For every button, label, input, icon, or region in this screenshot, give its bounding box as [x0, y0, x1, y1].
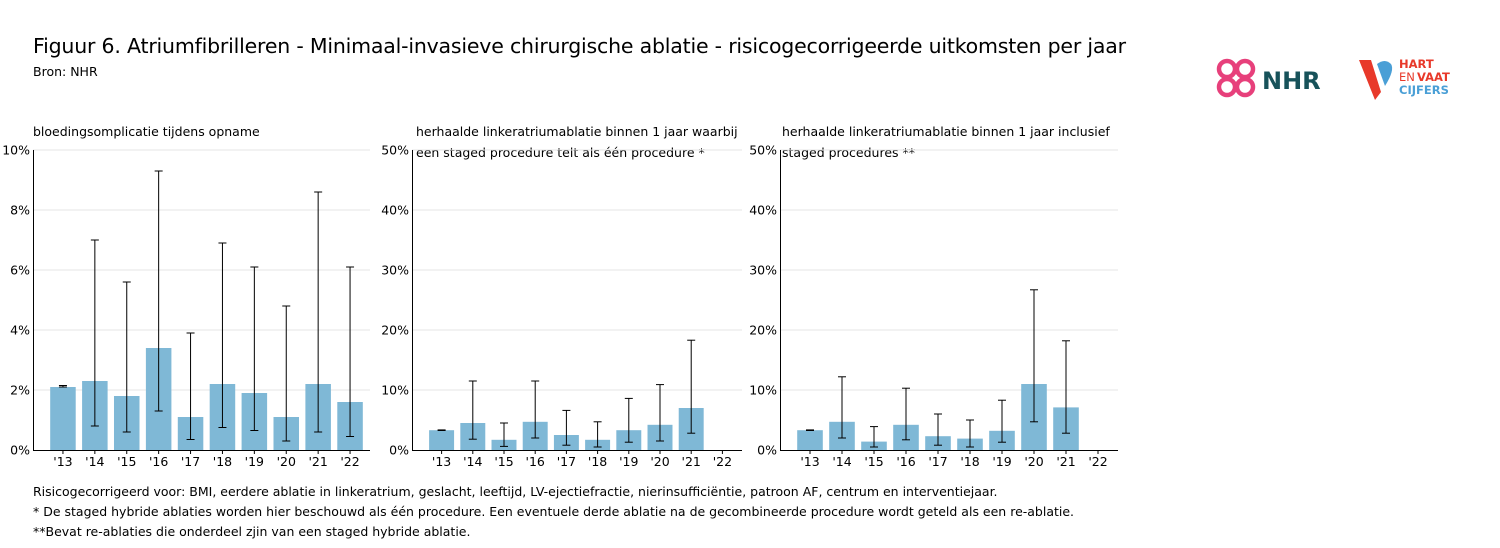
- panel-3-title: herhaalde linkeratriumablatie binnen 1 j…: [782, 121, 1122, 163]
- x-tick-label: '15: [117, 454, 136, 469]
- x-tick-label: '16: [526, 454, 545, 469]
- y-tick-label: 0%: [389, 443, 409, 458]
- x-tick-label: '19: [245, 454, 264, 469]
- y-tick-label: 30%: [381, 263, 409, 278]
- x-tick-label: '15: [494, 454, 513, 469]
- x-tick-label: '22: [713, 454, 732, 469]
- y-tick-label: 20%: [749, 323, 777, 338]
- chart-bleeding: 0% 2% 4% 6% 8% 10% '13 '14 '15 '16 '17 '18 '19 '20 '21…: [2, 143, 370, 469]
- figure-title: Figuur 6. Atriumfibrilleren - Minimaal-i…: [33, 34, 1126, 58]
- x-tick-label: '21: [1056, 454, 1075, 469]
- nhr-logo: NHR: [1216, 58, 1321, 98]
- y-tick-label: 0%: [10, 443, 30, 458]
- y-tick-label: 20%: [381, 323, 409, 338]
- y-tick-label: 10%: [2, 143, 30, 158]
- y-tick-label: 30%: [749, 263, 777, 278]
- footnotes: Risicogecorrigeerd voor: BMI, eerdere ab…: [33, 482, 1074, 542]
- x-tick-label: '14: [832, 454, 851, 469]
- y-tick-label: 40%: [381, 203, 409, 218]
- footnote-risk-adjustment: Risicogecorrigeerd voor: BMI, eerdere ab…: [33, 484, 998, 499]
- x-tick-label: '13: [432, 454, 451, 469]
- x-tick-label: '19: [619, 454, 638, 469]
- y-tick-label: 50%: [381, 143, 409, 158]
- nhr-logo-text: NHR: [1262, 67, 1321, 95]
- y-tick-label: 2%: [10, 383, 30, 398]
- x-tick-label: '20: [650, 454, 669, 469]
- x-tick-label: '20: [277, 454, 296, 469]
- footnote-reablations: **Bevat re-ablaties die onderdeel zjin v…: [33, 524, 471, 539]
- x-tick-label: '16: [896, 454, 915, 469]
- x-tick-label: '14: [463, 454, 482, 469]
- x-tick-label: '18: [588, 454, 607, 469]
- hartenvaat-logo-vaat: VAAT: [1417, 70, 1450, 84]
- hartenvaat-logo-mark-red: [1359, 60, 1381, 100]
- bar: [797, 430, 823, 450]
- panel-1-title: bloedingsomplicatie tijdens opname: [33, 121, 373, 142]
- y-tick-label: 40%: [749, 203, 777, 218]
- panel-2-title: herhaalde linkeratriumablatie binnen 1 j…: [416, 121, 756, 163]
- bar: [429, 430, 455, 450]
- panel-2-title-line-1: herhaalde linkeratriumablatie binnen 1 j…: [416, 124, 738, 139]
- x-tick-label: '13: [800, 454, 819, 469]
- hartenvaat-logo-cijfers: CIJFERS: [1399, 83, 1449, 97]
- x-tick-label: '22: [340, 454, 359, 469]
- panel-3-title-line-1: herhaalde linkeratriumablatie binnen 1 j…: [782, 124, 1110, 139]
- x-tick-label: '17: [557, 454, 576, 469]
- hartenvaat-logo: HART EN VAAT CIJFERS: [1359, 57, 1450, 100]
- x-tick-label: '21: [308, 454, 327, 469]
- nhr-logo-mark: [1216, 58, 1256, 98]
- x-tick-label: '22: [1088, 454, 1107, 469]
- x-tick-label: '19: [992, 454, 1011, 469]
- figure-source: Bron: NHR: [33, 64, 98, 79]
- bar: [50, 387, 76, 450]
- x-tick-label: '15: [864, 454, 883, 469]
- y-tick-label: 10%: [749, 383, 777, 398]
- panel-3-title-line-2: staged procedures **: [782, 145, 916, 160]
- x-tick-label: '20: [1024, 454, 1043, 469]
- x-tick-label: '18: [960, 454, 979, 469]
- y-tick-label: 8%: [10, 203, 30, 218]
- footnote-staged-hybrid: * De staged hybride ablaties worden hier…: [33, 504, 1075, 519]
- y-tick-label: 10%: [381, 383, 409, 398]
- panel-1-title-line: bloedingsomplicatie tijdens opname: [33, 124, 260, 139]
- y-tick-label: 0%: [757, 443, 777, 458]
- x-tick-label: '14: [85, 454, 104, 469]
- x-tick-label: '21: [682, 454, 701, 469]
- x-tick-label: '18: [213, 454, 232, 469]
- x-tick-label: '16: [149, 454, 168, 469]
- y-tick-label: 6%: [10, 263, 30, 278]
- x-tick-label: '17: [928, 454, 947, 469]
- chart-reablation-staged-as-one: 0% 10% 20% 30% 40% 50% '13 '14 '15 '16 '17 '18 '19 '2…: [381, 143, 742, 469]
- panel-2-title-line-2: een staged procedure telt als één proced…: [416, 145, 705, 160]
- y-tick-label: 50%: [749, 143, 777, 158]
- hartenvaat-logo-mark-blue: [1377, 61, 1393, 86]
- hartenvaat-logo-en: EN: [1399, 70, 1415, 84]
- chart-reablation-including-staged: 0% 10% 20% 30% 40% 50% '13 '14 '15 '16 '17 '18 '19 '2…: [749, 143, 1118, 469]
- x-tick-label: '17: [181, 454, 200, 469]
- x-tick-label: '13: [53, 454, 72, 469]
- y-tick-label: 4%: [10, 323, 30, 338]
- hartenvaat-logo-hart: HART: [1399, 57, 1434, 71]
